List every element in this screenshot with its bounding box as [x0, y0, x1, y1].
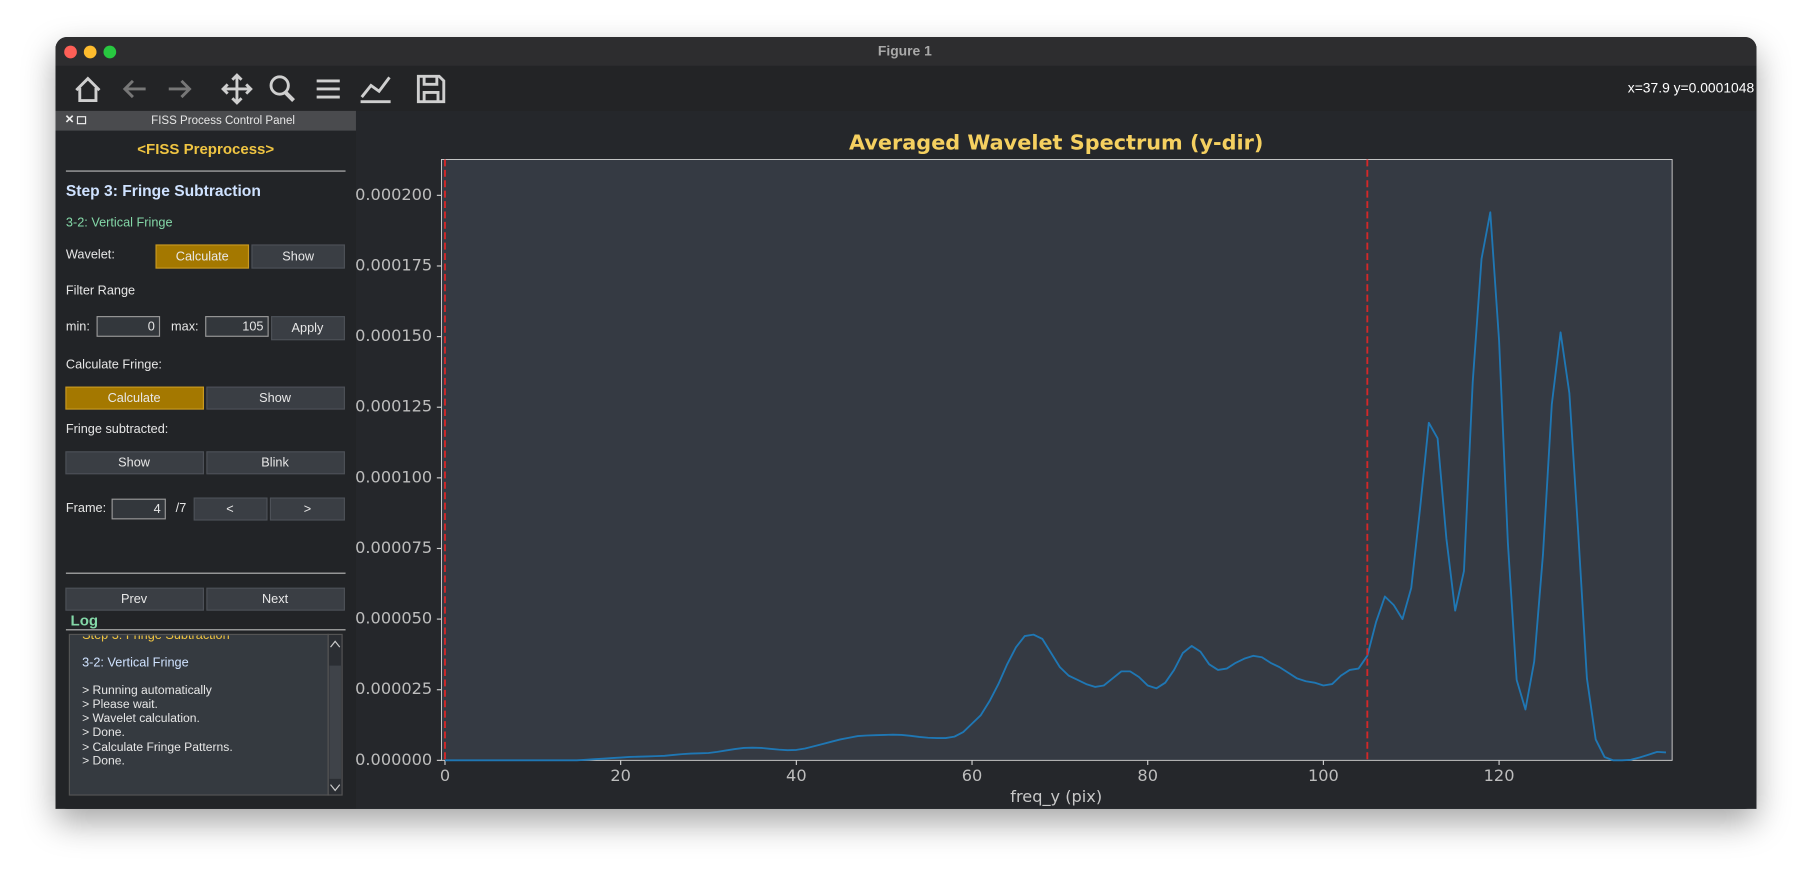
data-line: [444, 211, 1667, 762]
x-tick-label: 60: [962, 766, 983, 785]
button-label[interactable]: Next: [262, 591, 289, 606]
button-label[interactable]: <: [226, 501, 233, 516]
button-label[interactable]: Apply: [292, 320, 324, 335]
button[interactable]: [65, 451, 204, 475]
close-button[interactable]: [64, 45, 77, 59]
window-title: Figure 1: [878, 43, 932, 59]
log-line: > Done.: [82, 725, 125, 739]
min-input[interactable]: [96, 316, 161, 337]
toolbar: [55, 65, 1757, 111]
panel-close[interactable]: ✕: [65, 114, 75, 126]
button-label[interactable]: Show: [282, 248, 315, 263]
button-label[interactable]: Show: [118, 455, 151, 470]
y-tick-label: 0.000075: [355, 538, 432, 557]
chart-title: Averaged Wavelet Spectrum (y-dir): [849, 130, 1263, 154]
button[interactable]: [65, 587, 204, 611]
y-tick-label: 0.000025: [355, 679, 432, 698]
log-box: [68, 633, 329, 796]
button-label[interactable]: Calculate: [176, 248, 229, 263]
log-line: > Calculate Fringe Patterns.: [82, 740, 233, 754]
pan-icon[interactable]: [221, 73, 253, 105]
log-substep: 3-2: Vertical Fringe: [82, 655, 189, 670]
title-bar: [55, 36, 1757, 66]
log-line: > Done.: [82, 754, 125, 768]
y-tick-label: 0.000000: [355, 750, 432, 769]
wavelet-label: Wavelet:: [66, 247, 115, 262]
log-title: Log: [71, 613, 99, 630]
button[interactable]: [206, 587, 345, 611]
x-tick-label: 120: [1484, 766, 1515, 785]
filter-label: Filter Range: [66, 283, 135, 298]
button[interactable]: [271, 316, 345, 341]
button-label[interactable]: >: [304, 501, 311, 516]
button[interactable]: [206, 451, 345, 475]
scroll-thumb[interactable]: [329, 665, 341, 779]
y-tick-label: 0.000100: [355, 467, 432, 486]
panel-header: [55, 110, 356, 131]
button-label[interactable]: Calculate: [108, 390, 161, 405]
x-tick-label: 20: [610, 766, 631, 785]
button-label[interactable]: Show: [259, 390, 292, 405]
min-label: min:: [66, 318, 90, 333]
button-label[interactable]: Prev: [121, 591, 148, 606]
y-tick-label: 0.000050: [355, 609, 432, 628]
fringe-label: Calculate Fringe:: [66, 357, 162, 372]
zoom-icon[interactable]: [269, 75, 290, 96]
forward-icon[interactable]: [168, 79, 192, 99]
y-tick-label: 0.000150: [355, 326, 432, 345]
log-text: Step 3: Fringe Subtraction 3-2: Vertical…: [82, 627, 233, 768]
button-label[interactable]: Blink: [261, 455, 289, 470]
axes: [441, 159, 1673, 761]
button[interactable]: [65, 386, 204, 410]
button[interactable]: [193, 497, 268, 521]
save-icon[interactable]: [416, 74, 446, 104]
frame-label: Frame:: [66, 500, 106, 515]
x-tick-label: 0: [440, 766, 450, 785]
home-icon[interactable]: [75, 76, 101, 102]
log-line: > Running automatically: [82, 683, 213, 697]
panel-title: FISS Process Control Panel: [151, 115, 295, 127]
button[interactable]: [251, 244, 345, 269]
y-tick-label: 0.000175: [355, 255, 432, 274]
y-tick-label: 0.000125: [355, 397, 432, 416]
x-axis-label: freq_y (pix): [1010, 787, 1102, 807]
button[interactable]: [206, 386, 345, 410]
x-tick-label: 100: [1308, 766, 1339, 785]
coordinates: x=37.9 y=0.0001048: [1628, 80, 1755, 96]
frame-input[interactable]: [111, 498, 166, 520]
x-tick-label: 80: [1137, 766, 1158, 785]
panel-float[interactable]: [76, 116, 87, 125]
figure: Averaged Wavelet Spectrum (y-dir) freq_y…: [355, 110, 1757, 809]
max-label: max:: [171, 318, 199, 333]
back-icon[interactable]: [122, 79, 146, 99]
min-value[interactable]: 0: [148, 318, 155, 333]
button[interactable]: [155, 244, 250, 269]
step-title: Step 3: Fringe Subtraction: [66, 183, 261, 200]
substep-title: 3-2: Vertical Fringe: [66, 214, 173, 229]
log-line: > Please wait.: [82, 697, 158, 711]
toolbar-icons: [75, 73, 446, 105]
log-line: > Wavelet calculation.: [82, 711, 200, 725]
panel-heading: <FISS Preprocess>: [137, 141, 274, 158]
y-tick-label: 0.000200: [355, 185, 432, 204]
button[interactable]: [269, 497, 345, 521]
x-tick-label: 40: [786, 766, 807, 785]
max-value[interactable]: 105: [242, 318, 263, 333]
zoom-button[interactable]: [103, 45, 117, 59]
configure-icon[interactable]: [316, 79, 340, 99]
axes-icon[interactable]: [360, 76, 391, 104]
subtracted-label: Fringe subtracted:: [66, 421, 168, 436]
log-step: Step 3: Fringe Subtraction: [82, 627, 230, 642]
max-input[interactable]: [205, 316, 269, 337]
control-panel: ✕ FISS Process Control Panel <FISS Prepr…: [55, 110, 356, 809]
frame-total: /7: [176, 500, 187, 515]
frame-value[interactable]: 4: [154, 501, 161, 516]
scroll-arrows[interactable]: [330, 640, 341, 792]
minimize-button[interactable]: [83, 45, 97, 59]
